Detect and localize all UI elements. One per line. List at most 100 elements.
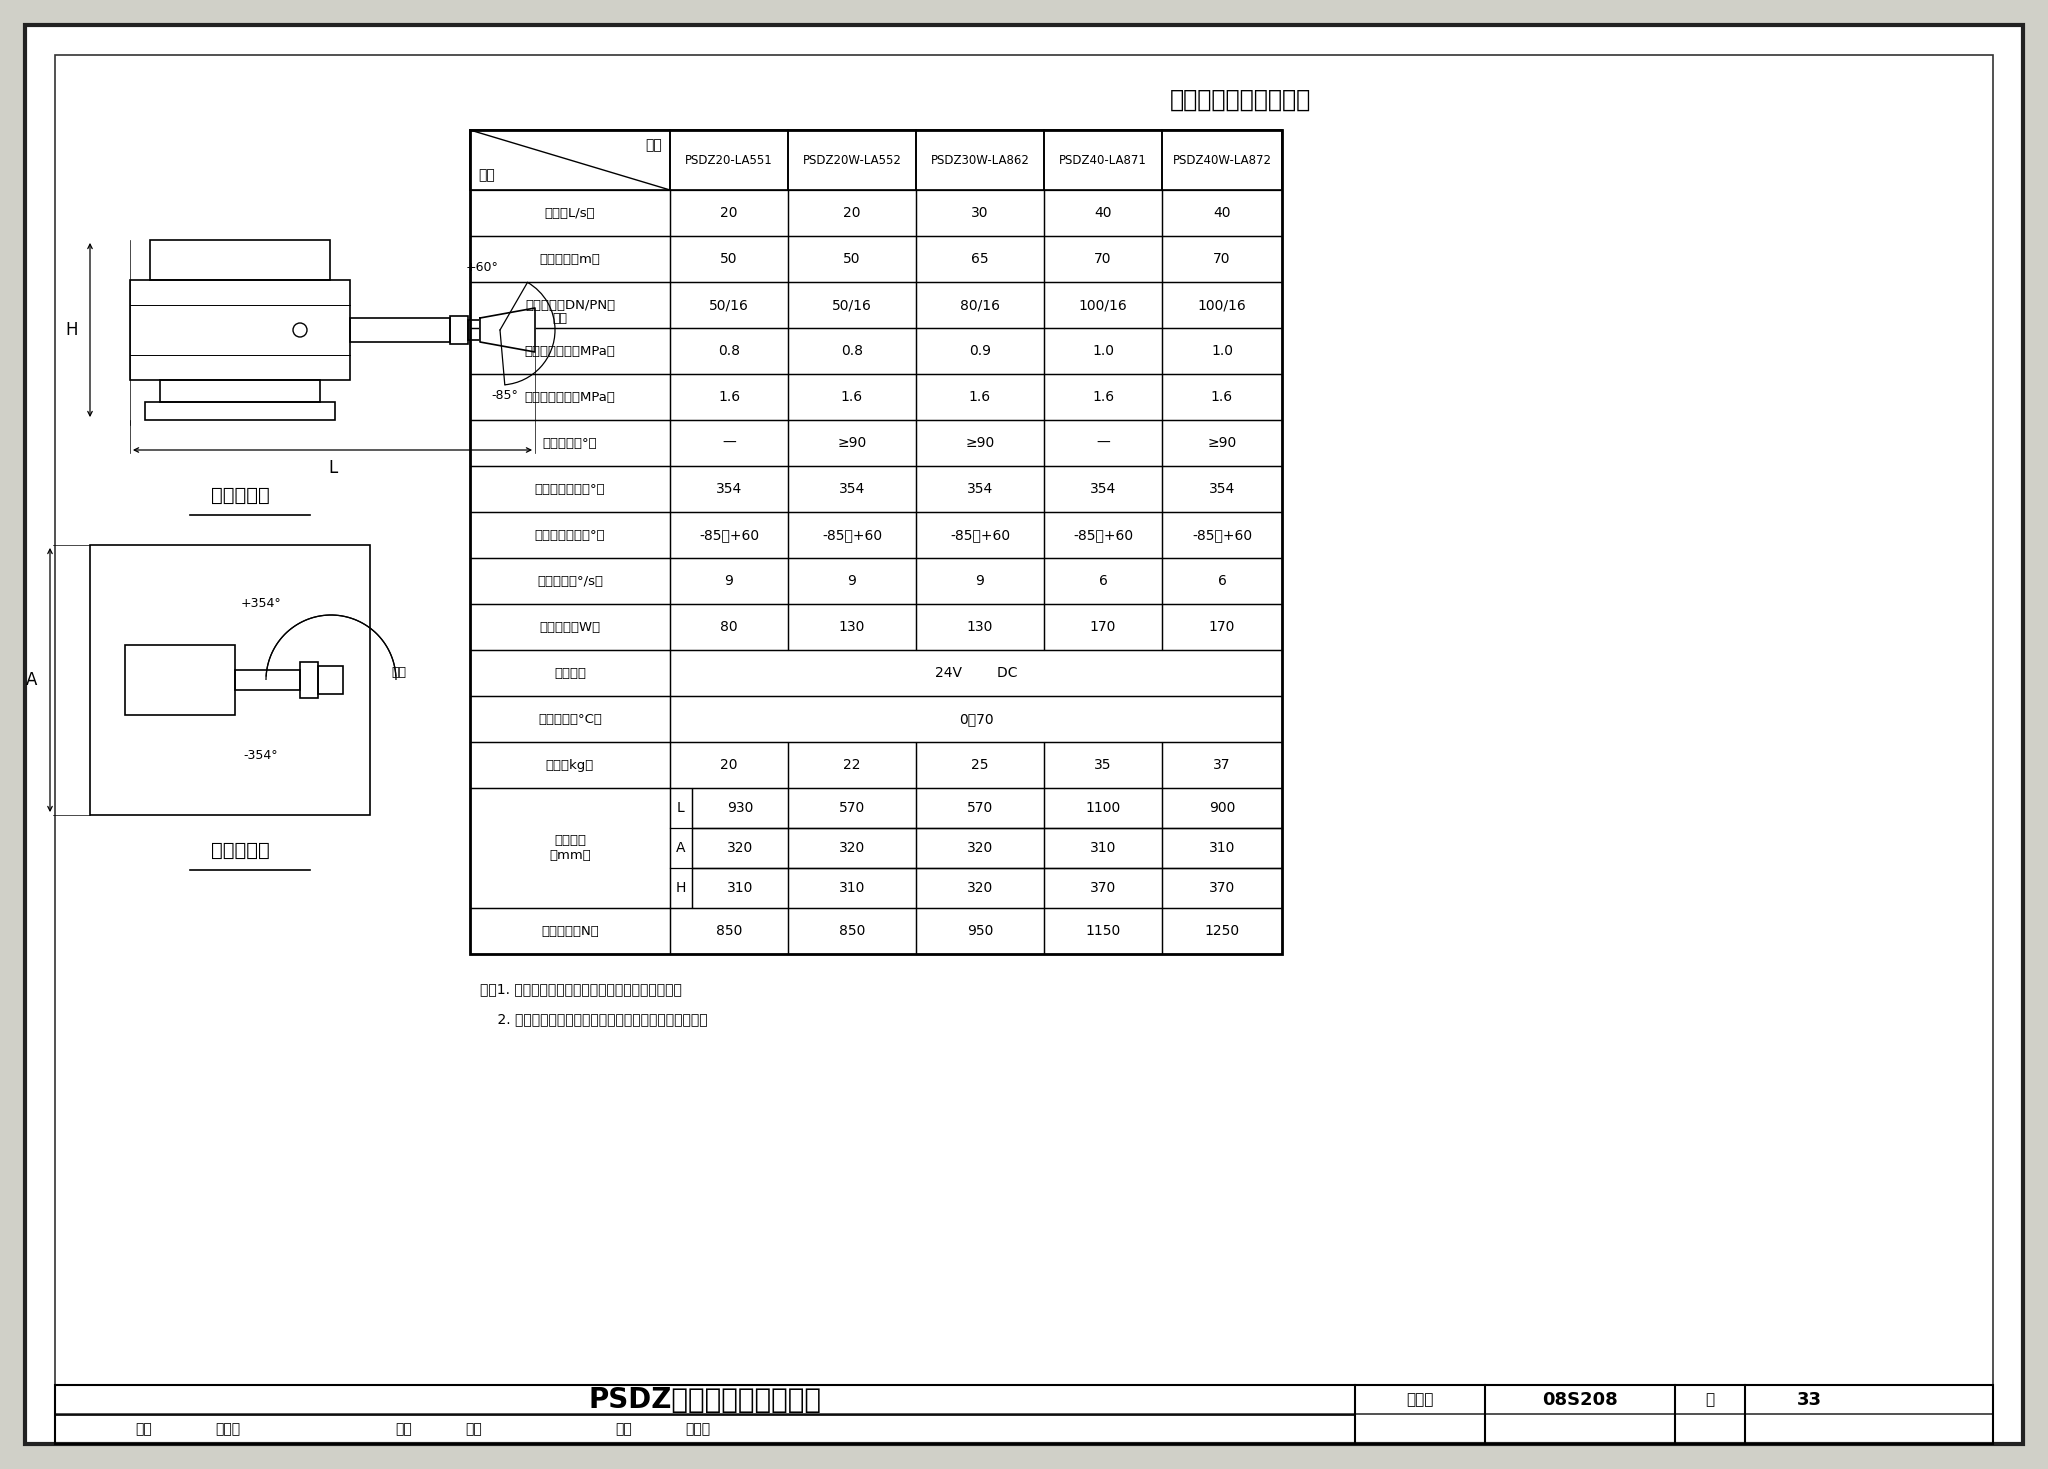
Text: +354°: +354° <box>240 596 281 610</box>
Bar <box>670 237 788 282</box>
Bar <box>1044 328 1161 375</box>
Text: PSDZ30W-LA862: PSDZ30W-LA862 <box>930 153 1030 166</box>
Text: -85～+60: -85～+60 <box>1073 527 1133 542</box>
Text: L: L <box>328 458 338 477</box>
Bar <box>236 670 299 690</box>
Text: 100/16: 100/16 <box>1198 298 1247 311</box>
Text: 0～70: 0～70 <box>958 712 993 726</box>
Circle shape <box>293 323 307 336</box>
Text: 1.6: 1.6 <box>1092 389 1114 404</box>
Text: PSDZ40W-LA872: PSDZ40W-LA872 <box>1174 153 1272 166</box>
Text: 刘芳: 刘芳 <box>465 1422 481 1437</box>
Text: 0.9: 0.9 <box>969 344 991 358</box>
Bar <box>1161 558 1282 604</box>
Bar <box>469 466 670 513</box>
Text: A: A <box>676 840 686 855</box>
Text: 入口工作压力（MPa）: 入口工作压力（MPa） <box>524 345 616 357</box>
Bar <box>1161 420 1282 466</box>
Bar <box>788 282 915 328</box>
Bar <box>1044 190 1161 237</box>
Text: -85～+60: -85～+60 <box>698 527 760 542</box>
Bar <box>670 558 788 604</box>
Bar <box>469 237 670 282</box>
Bar <box>915 787 1044 829</box>
Text: PSDZ40-LA871: PSDZ40-LA871 <box>1059 153 1147 166</box>
Text: 310: 310 <box>1208 840 1235 855</box>
Bar <box>670 908 788 953</box>
Bar <box>451 316 469 344</box>
Text: 50/16: 50/16 <box>831 298 872 311</box>
Bar <box>670 696 1282 742</box>
Bar <box>469 129 670 190</box>
Bar <box>788 787 915 829</box>
Bar <box>1044 868 1161 908</box>
Bar <box>692 868 788 908</box>
Bar <box>788 420 915 466</box>
Bar <box>1044 282 1161 328</box>
Bar <box>915 420 1044 466</box>
Bar <box>915 237 1044 282</box>
Bar <box>1161 190 1282 237</box>
Bar <box>1044 420 1161 466</box>
Text: 40: 40 <box>1212 206 1231 220</box>
Bar <box>788 742 915 787</box>
Bar <box>469 696 670 742</box>
Bar <box>160 380 319 403</box>
Bar <box>1161 513 1282 558</box>
Text: 50: 50 <box>844 253 860 266</box>
Bar <box>670 742 788 787</box>
Text: ≥90: ≥90 <box>1208 436 1237 450</box>
Text: 20: 20 <box>844 206 860 220</box>
Text: 0.8: 0.8 <box>719 344 739 358</box>
Text: -354°: -354° <box>244 749 279 761</box>
Bar <box>469 604 670 649</box>
Bar <box>469 513 670 558</box>
Bar <box>469 320 479 339</box>
Text: 审核: 审核 <box>135 1422 152 1437</box>
Bar <box>788 237 915 282</box>
Text: 310: 310 <box>1090 840 1116 855</box>
Bar <box>125 645 236 715</box>
Bar <box>1044 829 1161 868</box>
Text: 页: 页 <box>1706 1393 1714 1407</box>
Bar <box>1044 742 1161 787</box>
Text: 65: 65 <box>971 253 989 266</box>
Bar <box>1161 129 1282 190</box>
Bar <box>1161 742 1282 787</box>
Bar <box>915 742 1044 787</box>
Text: 80/16: 80/16 <box>961 298 999 311</box>
Text: 额定功率（W）: 额定功率（W） <box>539 620 600 633</box>
Bar <box>1044 513 1161 558</box>
Text: 33: 33 <box>1796 1391 1821 1409</box>
Text: 立面示意图: 立面示意图 <box>211 485 270 504</box>
Bar <box>150 239 330 281</box>
Text: A: A <box>27 671 37 689</box>
Text: 35: 35 <box>1094 758 1112 773</box>
Bar <box>915 604 1044 649</box>
Bar <box>670 513 788 558</box>
Bar <box>469 649 670 696</box>
Text: 注：1. 射程、喷射反力均为最大额定压力时的数据。: 注：1. 射程、喷射反力均为最大额定压力时的数据。 <box>479 981 682 996</box>
Text: ≥90: ≥90 <box>965 436 995 450</box>
Text: 6: 6 <box>1098 574 1108 588</box>
Text: 100/16: 100/16 <box>1079 298 1126 311</box>
Text: 354: 354 <box>840 482 864 497</box>
Bar <box>1044 129 1161 190</box>
Bar <box>1044 558 1161 604</box>
Bar <box>788 868 915 908</box>
Bar <box>1161 908 1282 953</box>
Text: 炮口: 炮口 <box>553 311 567 325</box>
Bar <box>129 281 350 380</box>
Bar <box>692 787 788 829</box>
Bar <box>670 604 788 649</box>
Text: 1.6: 1.6 <box>969 389 991 404</box>
Text: 1150: 1150 <box>1085 924 1120 939</box>
Bar <box>299 663 317 698</box>
Text: 垂直旋转角度（°）: 垂直旋转角度（°） <box>535 529 606 542</box>
Bar <box>788 375 915 420</box>
Text: 70: 70 <box>1094 253 1112 266</box>
Text: 37: 37 <box>1212 758 1231 773</box>
Bar <box>1044 908 1161 953</box>
Text: 310: 310 <box>840 881 864 895</box>
Bar <box>915 558 1044 604</box>
